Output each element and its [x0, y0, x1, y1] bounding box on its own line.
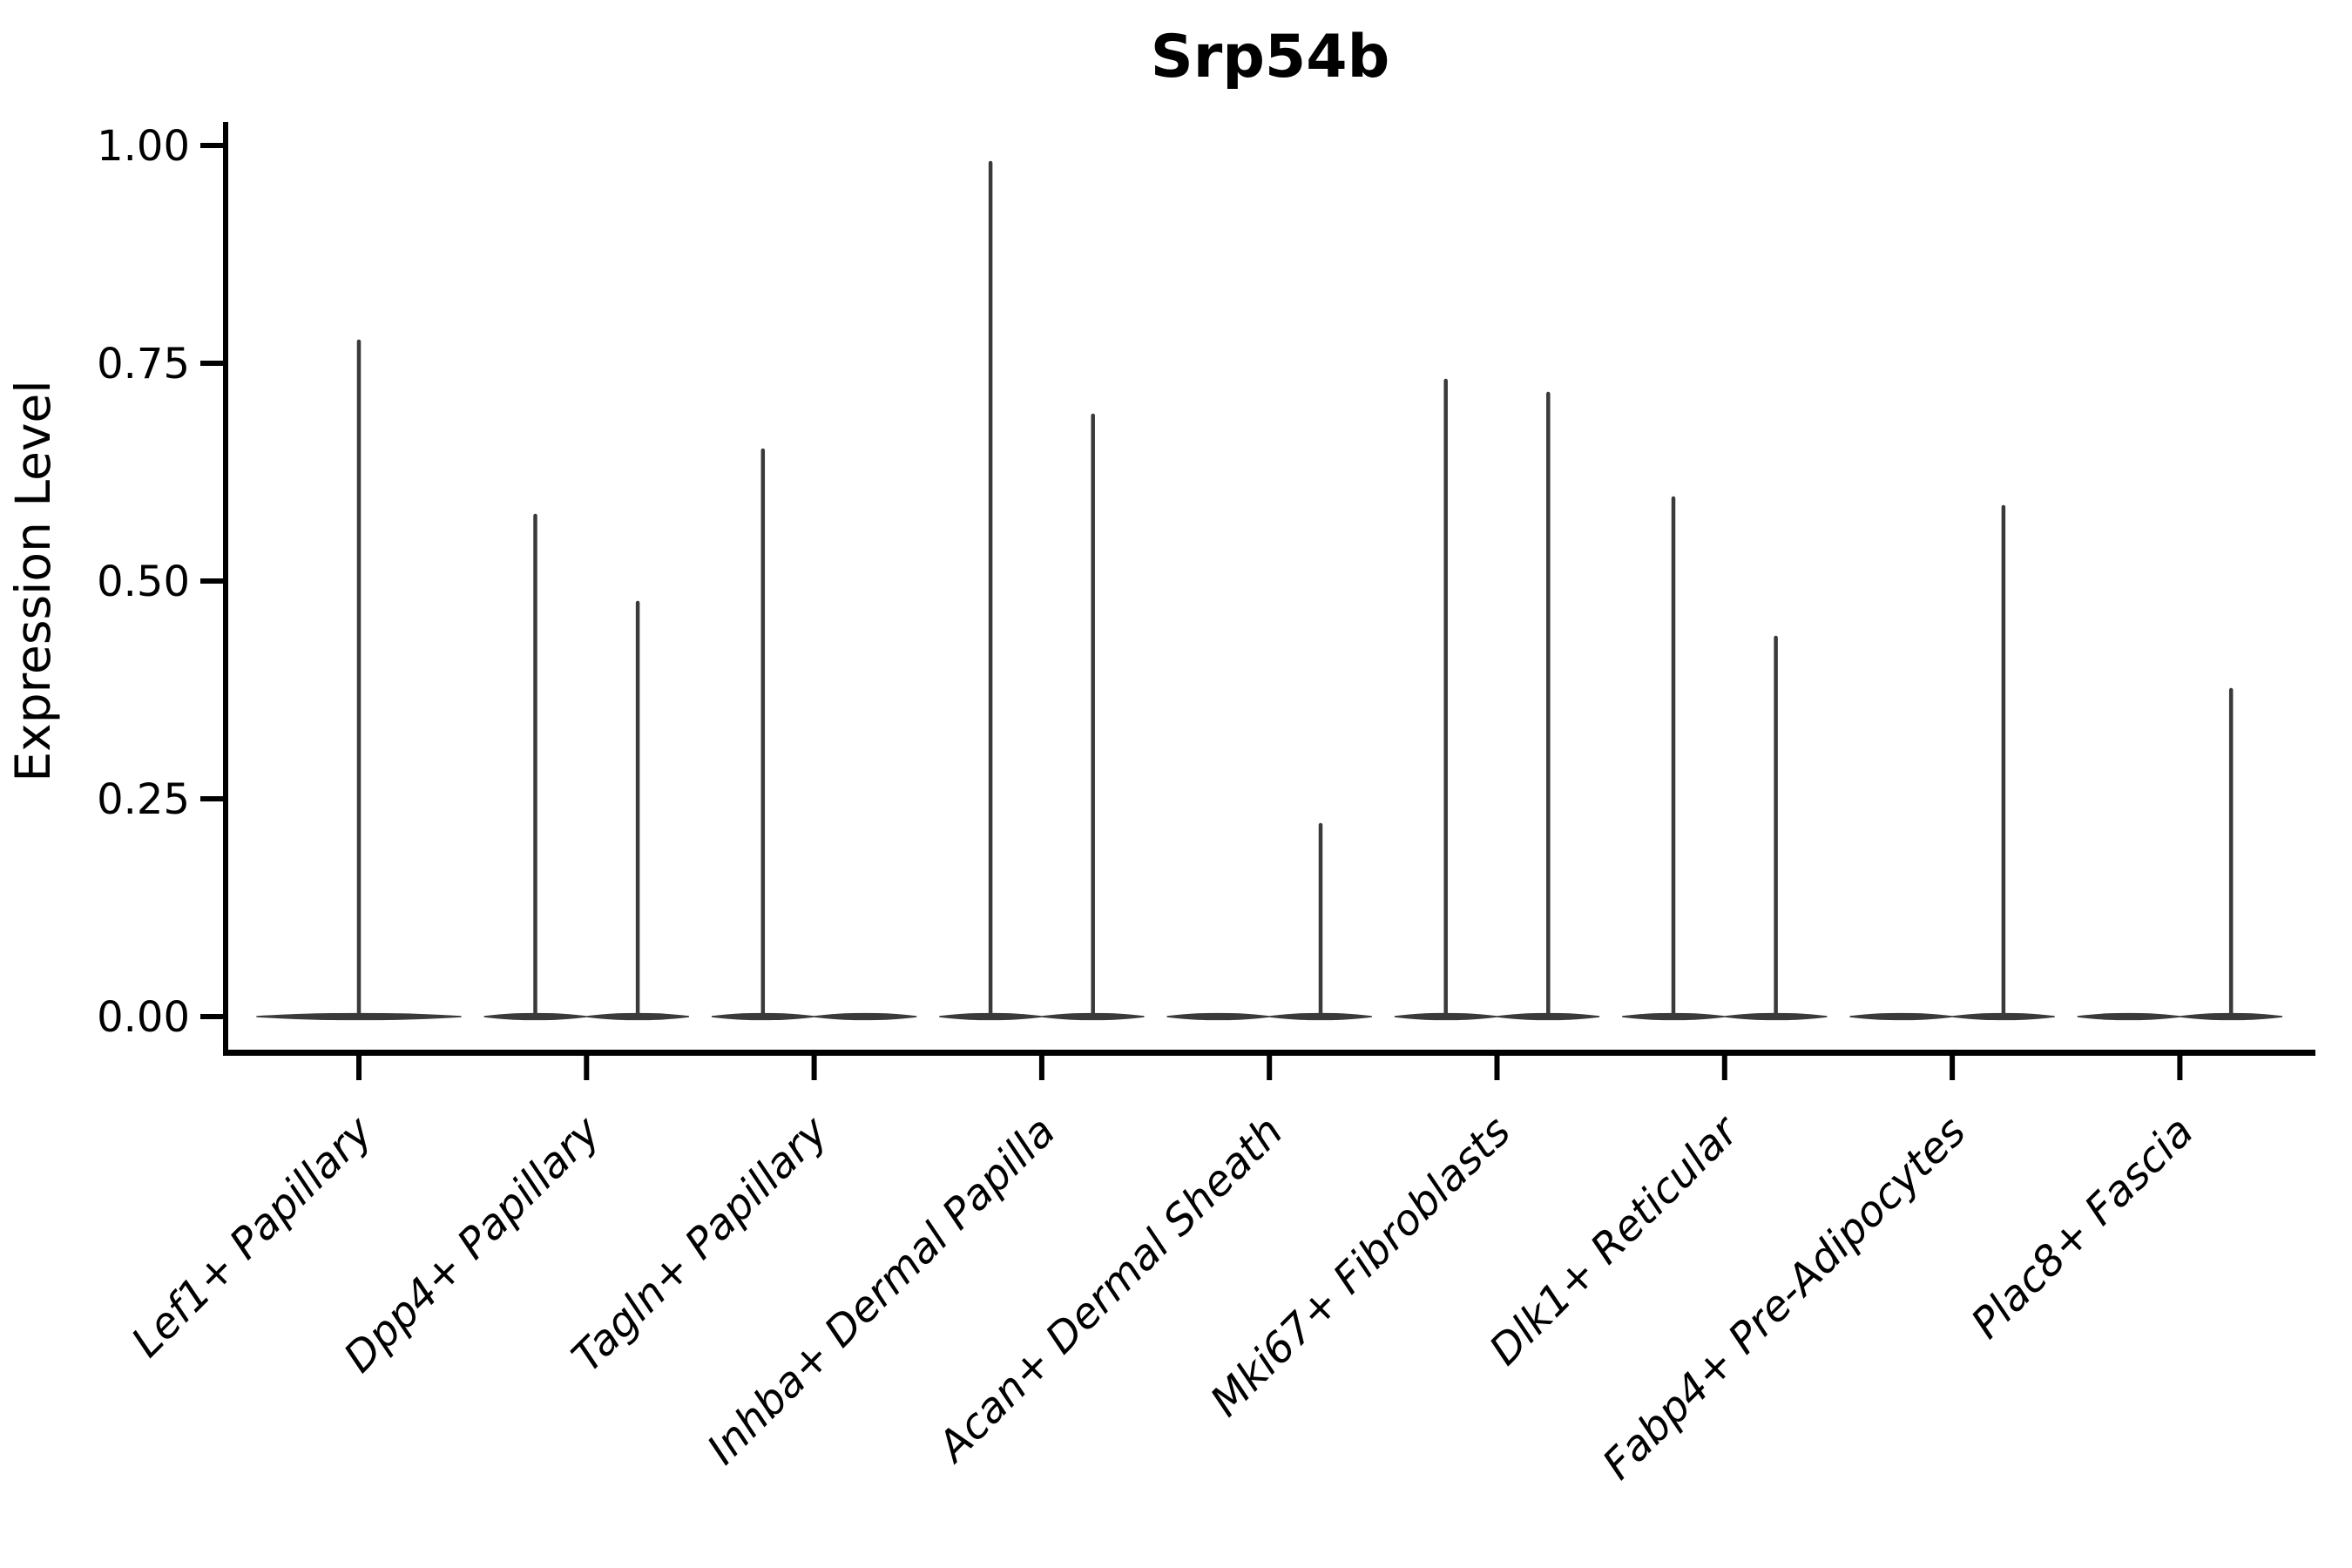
y-tick-mark: [200, 796, 223, 801]
x-tick-mark: [2177, 1056, 2183, 1080]
x-tick-label: Lef1+ Papillary: [122, 1106, 382, 1367]
x-axis-spine: [223, 1050, 2315, 1056]
x-tick-mark: [1950, 1056, 1956, 1080]
violins: [256, 160, 2283, 1021]
x-tick-mark: [1721, 1056, 1727, 1080]
violin-base: [814, 1012, 917, 1021]
y-tick-mark: [200, 143, 223, 148]
y-axis-spine: [223, 122, 228, 1056]
y-tick-label: 1.00: [97, 122, 190, 171]
x-tick-label: Fabp4+ Pre-Adipocytes: [1593, 1107, 1976, 1490]
axes: 1.00 0.75 0.50 0.25 0.00: [97, 122, 2315, 1080]
x-tick-label: Plac8+ Fascia: [1962, 1107, 2203, 1348]
x-tick-mark: [356, 1056, 362, 1080]
y-tick-label: 0.00: [97, 993, 190, 1042]
x-tick-mark: [584, 1056, 590, 1080]
violin-base: [2077, 1012, 2180, 1021]
y-tick-label: 0.25: [97, 775, 190, 824]
y-axis-label: Expression Level: [5, 380, 61, 781]
violin-base: [1849, 1012, 1953, 1021]
plot-title: Srp54b: [1151, 23, 1390, 91]
y-tick-mark: [200, 1014, 223, 1019]
y-tick-label: 0.50: [97, 558, 190, 606]
y-tick-mark: [200, 361, 223, 366]
x-tick-label: Dlk1+ Reticular: [1480, 1105, 1750, 1375]
x-tick-mark: [1038, 1056, 1044, 1080]
x-tick-mark: [1494, 1056, 1500, 1080]
y-tick-label: 0.75: [97, 340, 190, 389]
x-tick-mark: [811, 1056, 817, 1080]
x-tick-mark: [1267, 1056, 1273, 1080]
y-tick-mark: [200, 578, 223, 584]
violin-base: [1166, 1012, 1270, 1021]
